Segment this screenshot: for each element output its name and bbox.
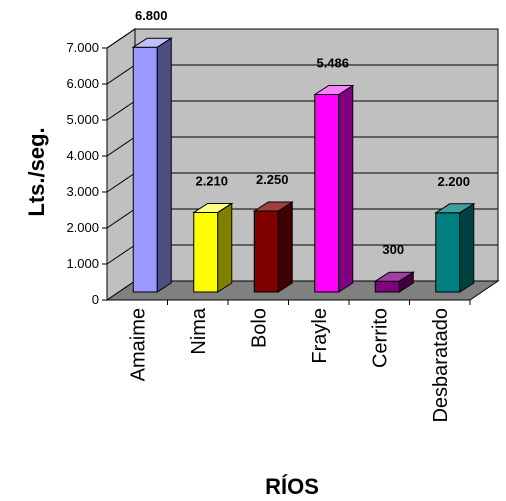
- bar-top: [192, 202, 234, 213]
- bar: [373, 271, 415, 293]
- bar: [192, 202, 234, 293]
- data-label: 5.486: [316, 56, 349, 71]
- y-tick-label: 4.000: [66, 148, 99, 163]
- bar-side: [338, 84, 354, 293]
- y-tick-label: 3.000: [66, 184, 99, 199]
- bar-top: [131, 37, 173, 48]
- y-tick-label: 7.000: [66, 40, 99, 55]
- bar: [434, 202, 476, 293]
- x-tick-label: Desbaratado: [430, 308, 452, 423]
- data-label: 6.800: [135, 8, 168, 23]
- bar: [252, 201, 294, 293]
- y-tick-label: 2.000: [66, 220, 99, 235]
- bar-front: [314, 94, 340, 293]
- bar: [313, 84, 355, 293]
- y-axis-title: Lts./seg.: [24, 127, 49, 216]
- axes: [102, 47, 471, 305]
- x-tick-label: Frayle: [309, 308, 331, 364]
- data-label: 300: [382, 242, 404, 257]
- y-tick-label: 1.000: [66, 256, 99, 271]
- x-tick-label: Bolo: [248, 308, 270, 348]
- bar-front: [435, 212, 461, 293]
- bar-side: [277, 201, 293, 293]
- y-tick-labels: 0 1.000 2.000 3.000 4.000 5.000 6.000 7.000: [66, 40, 99, 307]
- y-tick-label: 5.000: [66, 112, 99, 127]
- bars: [131, 37, 476, 293]
- y-tick-label: 6.000: [66, 76, 99, 91]
- x-tick-label: Nima: [188, 307, 210, 355]
- bar-front: [253, 210, 279, 293]
- data-labels: 6.800 2.210 2.250 5.486 300 2.200: [135, 8, 470, 257]
- x-tick-labels: Amaime Nima Bolo Frayle Cerrito Desbaratado: [127, 307, 452, 422]
- x-axis-title: RÍOS: [265, 474, 319, 499]
- bar-front: [193, 211, 219, 293]
- bar-side: [217, 202, 233, 293]
- x-tick-label: Cerrito: [369, 308, 391, 368]
- x-tick-label: Amaime: [127, 308, 149, 381]
- bar-top: [373, 271, 415, 282]
- bar-top: [313, 85, 355, 96]
- data-label: 2.200: [437, 174, 470, 189]
- gridline: [106, 28, 498, 49]
- bar-top: [434, 203, 476, 214]
- bar-front: [132, 46, 158, 293]
- bar: [131, 37, 173, 293]
- y-tick-label: 0: [92, 292, 99, 307]
- data-label: 2.210: [195, 173, 228, 188]
- data-label: 2.250: [256, 172, 289, 187]
- bar-front: [374, 280, 400, 293]
- bar-top: [252, 201, 294, 212]
- side-wall: [106, 28, 136, 301]
- bar-side: [156, 37, 172, 293]
- bar-side: [459, 202, 475, 293]
